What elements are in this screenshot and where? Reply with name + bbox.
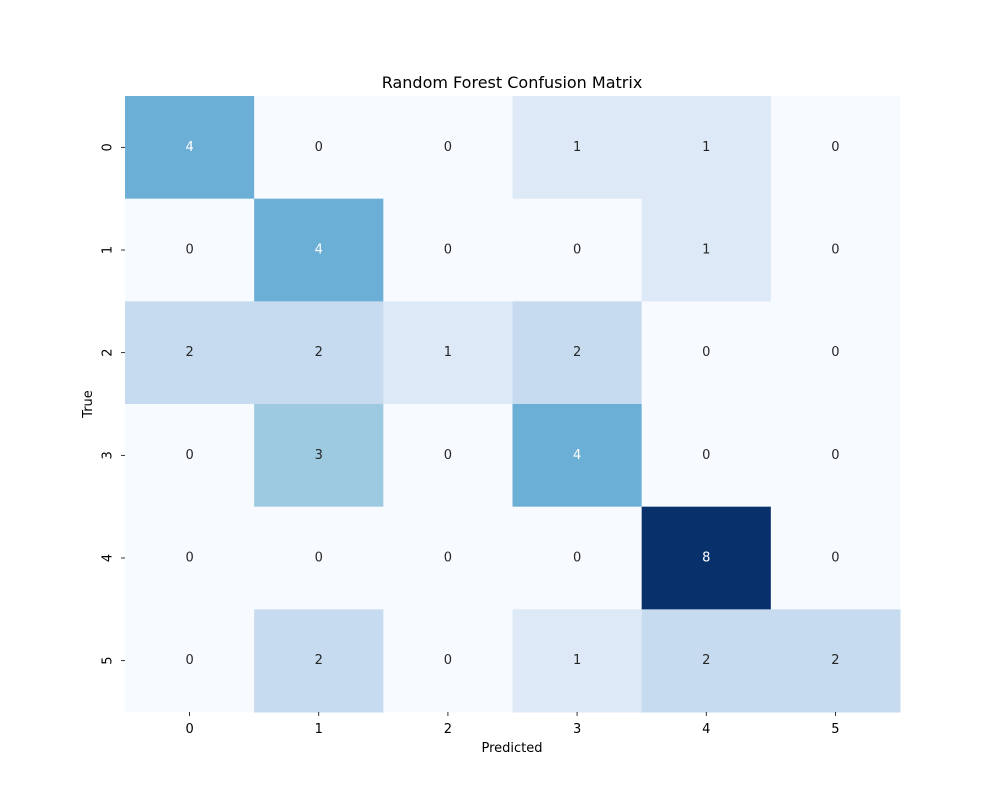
cell-value-r1-c1: 4 (315, 243, 323, 258)
cell-value-r1-c4: 1 (702, 243, 710, 258)
x-axis-ticks: 0 1 2 3 4 5 (185, 712, 840, 737)
y-tick-label-1: 1 (101, 246, 116, 254)
cell-value-r1-c5: 0 (831, 243, 839, 258)
cell-value-r4-c2: 0 (444, 551, 452, 566)
heatmap-cell-r1-c2 (383, 198, 513, 302)
y-tick-label-2: 2 (101, 349, 116, 357)
y-tick-label-0: 0 (101, 143, 116, 151)
cell-value-r3-c4: 0 (702, 448, 710, 463)
heatmap-cell-r5-c5 (770, 609, 901, 713)
heatmap-cell-r0-c3 (512, 96, 643, 200)
cell-value-r0-c0: 4 (185, 140, 193, 155)
x-tick-label-4: 4 (702, 722, 710, 737)
cell-value-r5-c2: 0 (444, 653, 452, 668)
cell-value-r5-c5: 2 (831, 653, 839, 668)
heatmap-cell-r3-c3 (512, 404, 643, 508)
cell-value-r3-c2: 0 (444, 448, 452, 463)
cell-value-r1-c3: 0 (573, 243, 581, 258)
heatmap-cell-r0-c2 (383, 96, 513, 200)
cell-value-r2-c3: 2 (573, 345, 581, 360)
heatmap-cell-r5-c2 (383, 609, 513, 713)
heatmap-cell-r4-c0 (125, 506, 255, 610)
heatmap-cell-r5-c1 (254, 609, 384, 713)
cell-value-r2-c0: 2 (185, 345, 193, 360)
cell-value-r1-c0: 0 (185, 243, 193, 258)
cell-value-r3-c5: 0 (831, 448, 839, 463)
heatmap-cell-r1-c4 (641, 198, 772, 302)
heatmap-cell-r2-c2 (383, 301, 513, 405)
heatmap-cell-r0-c1 (254, 96, 384, 200)
cell-value-r4-c1: 0 (315, 551, 323, 566)
heatmap-cell-r3-c2 (383, 404, 513, 508)
heatmap-cell-r4-c2 (383, 506, 513, 610)
cell-value-r2-c4: 0 (702, 345, 710, 360)
cell-value-r3-c0: 0 (185, 448, 193, 463)
cell-value-r1-c2: 0 (444, 243, 452, 258)
cell-value-r3-c1: 3 (315, 448, 323, 463)
cell-value-r0-c3: 1 (573, 140, 581, 155)
cell-value-r5-c3: 1 (573, 653, 581, 668)
cell-value-r4-c5: 0 (831, 551, 839, 566)
chart-title: Random Forest Confusion Matrix (382, 73, 643, 92)
cell-value-r0-c1: 0 (315, 140, 323, 155)
heatmap-cell-r2-c0 (125, 301, 255, 405)
heatmap-cell-r4-c1 (254, 506, 384, 610)
heatmap-cell-r3-c5 (770, 404, 901, 508)
cell-value-r2-c2: 1 (444, 345, 452, 360)
cell-value-r0-c4: 1 (702, 140, 710, 155)
heatmap-cell-r4-c5 (770, 506, 901, 610)
heatmap-cell-r3-c4 (641, 404, 772, 508)
cell-value-r4-c3: 0 (573, 551, 581, 566)
heatmap-cell-r4-c4 (641, 506, 772, 610)
heatmap-cell-r2-c4 (641, 301, 772, 405)
heatmap-grid (125, 96, 901, 713)
x-axis-label: Predicted (481, 741, 542, 756)
heatmap-cell-r4-c3 (512, 506, 643, 610)
cell-value-r2-c5: 0 (831, 345, 839, 360)
x-tick-label-2: 2 (444, 722, 452, 737)
cell-value-r0-c5: 0 (831, 140, 839, 155)
heatmap-cell-r1-c0 (125, 198, 255, 302)
cell-value-r4-c4: 8 (702, 551, 710, 566)
heatmap-cell-r2-c5 (770, 301, 901, 405)
cell-value-r5-c1: 2 (315, 653, 323, 668)
cell-value-r5-c0: 0 (185, 653, 193, 668)
x-tick-label-0: 0 (185, 722, 193, 737)
cell-value-r4-c0: 0 (185, 551, 193, 566)
cell-value-r3-c3: 4 (573, 448, 581, 463)
cell-value-r5-c4: 2 (702, 653, 710, 668)
heatmap-cell-r5-c3 (512, 609, 643, 713)
heatmap-cell-r1-c5 (770, 198, 901, 302)
x-tick-label-5: 5 (831, 722, 839, 737)
cell-value-r2-c1: 2 (315, 345, 323, 360)
y-tick-label-3: 3 (101, 451, 116, 459)
x-tick-label-1: 1 (315, 722, 323, 737)
y-axis-label: True (81, 390, 96, 419)
heatmap-cell-r2-c3 (512, 301, 643, 405)
cell-value-labels: 4 0 0 1 1 0 0 4 0 0 1 0 2 2 1 2 0 0 0 3 0 4 0 0 0 0 0 0 8 0 0 2 0 1 2 2 (185, 140, 839, 668)
x-tick-label-3: 3 (573, 722, 581, 737)
y-tick-label-4: 4 (101, 554, 116, 562)
cell-value-r0-c2: 0 (444, 140, 452, 155)
y-tick-label-5: 5 (101, 657, 116, 665)
heatmap-cell-r5-c4 (641, 609, 772, 713)
heatmap-cell-r3-c0 (125, 404, 255, 508)
heatmap-cell-r5-c0 (125, 609, 255, 713)
heatmap-cell-r0-c4 (641, 96, 772, 200)
heatmap-cell-r1-c1 (254, 198, 384, 302)
heatmap-cell-r1-c3 (512, 198, 643, 302)
y-axis-ticks: 0 1 2 3 4 5 (101, 143, 125, 665)
heatmap-cell-r3-c1 (254, 404, 384, 508)
heatmap-cell-r0-c0 (125, 96, 255, 200)
heatmap-cell-r0-c5 (770, 96, 901, 200)
heatmap-cell-r2-c1 (254, 301, 384, 405)
